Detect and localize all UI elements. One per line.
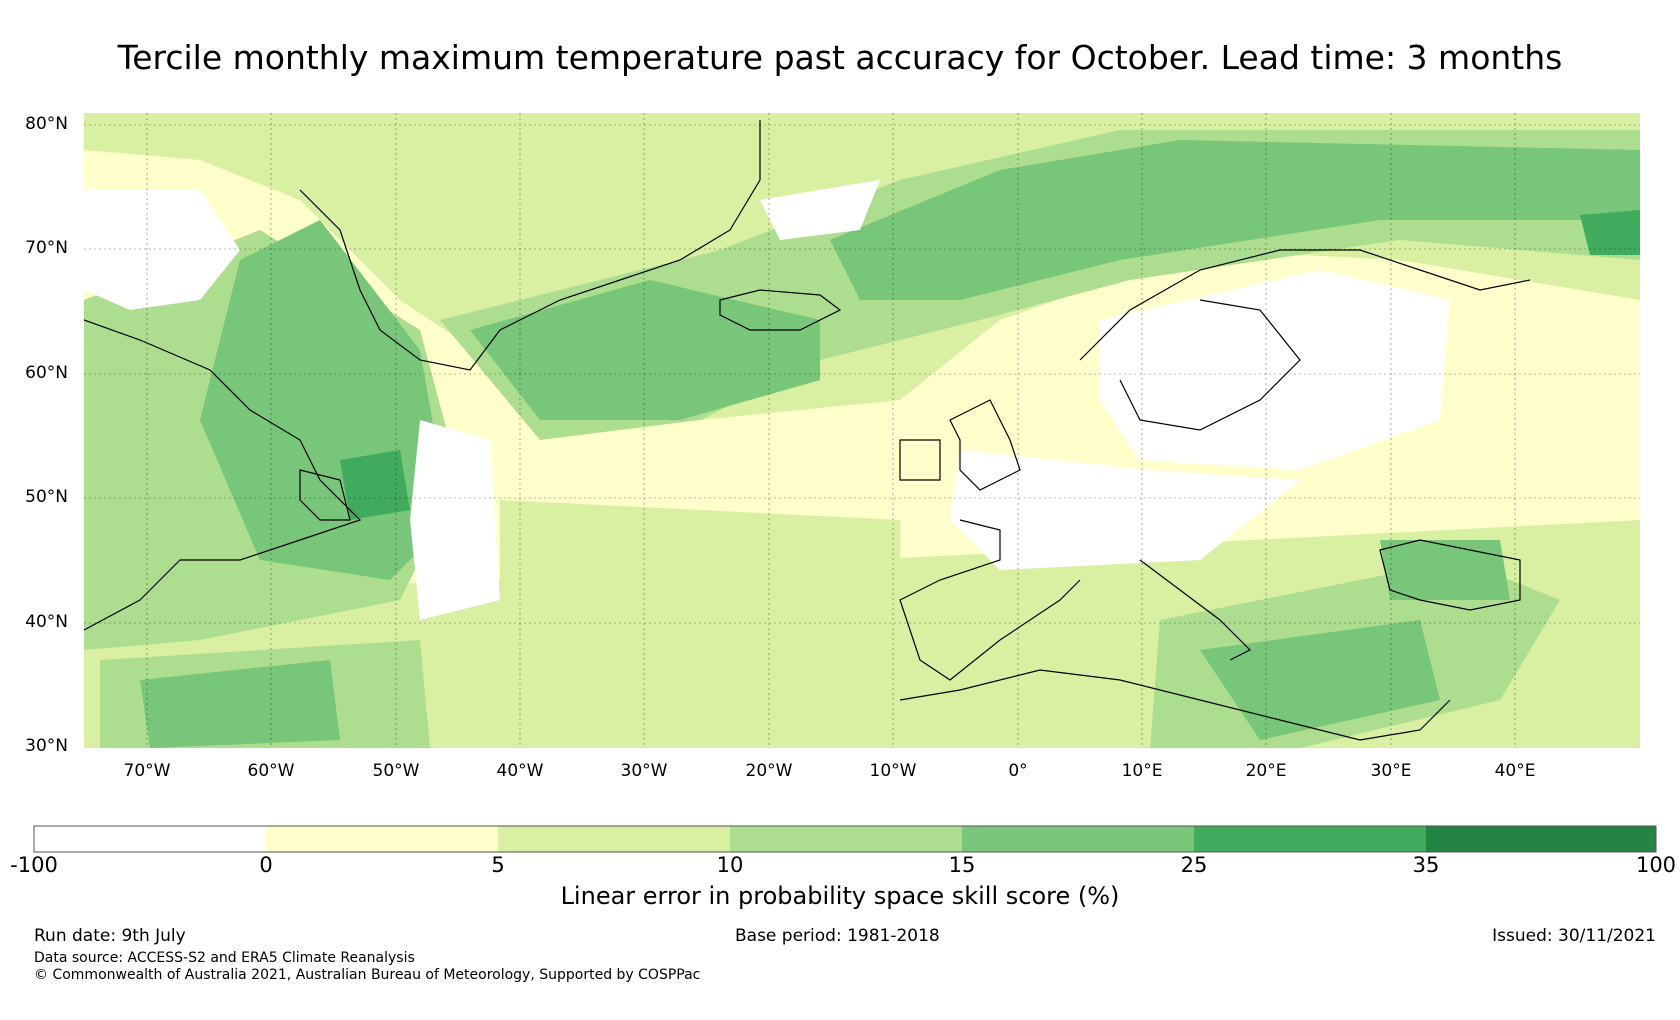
base-period: Base period: 1981-2018 <box>735 926 940 946</box>
lon-label-50w: 50°W <box>372 761 420 781</box>
region-15-25-irminger <box>470 280 820 420</box>
lon-label-60w: 60°W <box>247 761 295 781</box>
coast-baltic <box>1119 299 1301 431</box>
lon-label-20e: 20°E <box>1245 761 1287 781</box>
coast-newfoundland <box>299 469 351 521</box>
coast-ireland <box>899 439 941 481</box>
region-neg-greenland <box>84 190 240 310</box>
region-neg-scandinavia <box>1100 270 1450 470</box>
lon-label-70w: 70°W <box>123 761 171 781</box>
colorbar-tick-25: 25 <box>1180 853 1208 877</box>
region-neg-atlantic <box>410 420 500 620</box>
graticule <box>84 113 1640 748</box>
region-15-25-subtropical <box>140 660 340 748</box>
region-5-10-atlantic <box>500 500 900 748</box>
region-15-25-norwegian-sea <box>830 140 1640 300</box>
lon-label-0: 0° <box>1008 761 1028 781</box>
colorbar-tick-minus100: -100 <box>10 853 58 877</box>
colorbar-bin-0-5 <box>266 826 498 852</box>
region-15-25-black-sea <box>1380 540 1510 600</box>
lon-label-10e: 10°E <box>1121 761 1163 781</box>
coast-britain <box>949 399 1021 491</box>
colorbar-tick-5: 5 <box>491 853 505 877</box>
colorbar-tick-10: 10 <box>716 853 744 877</box>
issued-date: Issued: 30/11/2021 <box>1492 926 1656 946</box>
coast-black-sea <box>1379 539 1521 611</box>
colorbar-bin-25-35 <box>1194 826 1426 852</box>
region-25-35-barents <box>1580 210 1640 255</box>
colorbar-bin-15-25 <box>962 826 1194 852</box>
lon-label-30e: 30°E <box>1370 761 1412 781</box>
coast-iceland <box>719 289 842 331</box>
lat-label-40n: 40°N <box>25 612 68 632</box>
colorbar-bin-10-15 <box>730 826 962 852</box>
coast-italy <box>1139 559 1252 661</box>
colorbar-tick-15: 15 <box>948 853 976 877</box>
copyright: © Commonwealth of Australia 2021, Austra… <box>34 967 701 983</box>
coast-north-africa <box>899 669 1451 741</box>
coast-canada <box>84 319 362 631</box>
region-neg-denmark-strait <box>760 180 880 240</box>
region-15-25-med-east <box>1200 620 1440 740</box>
lat-label-30n: 30°N <box>25 736 68 756</box>
lat-label-80n: 80°N <box>25 114 68 134</box>
lon-label-40w: 40°W <box>496 761 544 781</box>
lon-label-30w: 30°W <box>620 761 668 781</box>
lat-label-70n: 70°N <box>25 238 68 258</box>
colorbar-bin-35-100 <box>1426 826 1656 852</box>
coast-scandinavia <box>1079 249 1531 361</box>
region-25-35-labrador <box>340 450 410 520</box>
run-date: Run date: 9th July <box>34 926 186 946</box>
colorbar <box>33 825 1657 853</box>
coastlines <box>84 120 1531 741</box>
lat-label-50n: 50°N <box>25 487 68 507</box>
lat-label-60n: 60°N <box>25 363 68 383</box>
colorbar-tick-35: 35 <box>1412 853 1440 877</box>
colorbar-bin-5-10 <box>498 826 730 852</box>
colorbar-tick-0: 0 <box>259 853 273 877</box>
lon-label-40e: 40°E <box>1494 761 1536 781</box>
data-source: Data source: ACCESS-S2 and ERA5 Climate … <box>34 950 415 966</box>
chart-title: Tercile monthly maximum temperature past… <box>117 38 1563 77</box>
colorbar-frame <box>33 825 1657 853</box>
coast-greenland <box>299 120 761 371</box>
lon-label-20w: 20°W <box>745 761 793 781</box>
lon-label-10w: 10°W <box>869 761 917 781</box>
coast-iberia <box>899 519 1081 681</box>
colorbar-tick-100: 100 <box>1635 853 1677 877</box>
region-neg-europe <box>950 450 1300 570</box>
colorbar-bin-neg <box>34 826 266 852</box>
colorbar-label: Linear error in probability space skill … <box>560 882 1120 910</box>
